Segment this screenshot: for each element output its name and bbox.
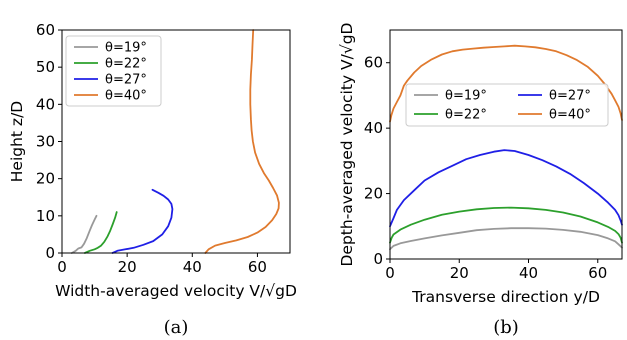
chart0-y-tick-label-2: 20 [36, 170, 55, 188]
chart0-legend-label-1: θ=22° [105, 57, 147, 72]
chart1-caption: (b) [493, 317, 519, 338]
chart0-legend-label-3: θ=40° [105, 89, 147, 104]
chart1-legend-label-3: θ=40° [549, 108, 591, 123]
chart1-legend-label-0: θ=19° [445, 89, 487, 104]
panel-a: 0 20 40 60 0 10 20 30 40 50 60 Width-averaged veloc… [8, 21, 297, 338]
chart0-y-tick-label-3: 30 [36, 133, 55, 151]
chart1-x-tick-label-1: 20 [450, 264, 469, 282]
chart0-legend: θ=19°θ=22°θ=27°θ=40° [65, 35, 162, 107]
chart0-legend-box [65, 35, 162, 107]
panel-b: 0 20 40 60 0 20 40 60 Transverse direction y/D De… [338, 22, 623, 338]
chart1-series-line-0 [389, 227, 623, 251]
chart1-x-tick-label-0: 0 [385, 264, 395, 282]
chart1-x-tick-label-3: 60 [588, 264, 607, 282]
chart1-legend: θ=19° θ=22° θ=27° θ=40° [405, 83, 609, 127]
chart0-legend-label-2: θ=27° [105, 73, 147, 88]
chart0-series-line-3 [204, 29, 280, 254]
chart0-y-tick-label-1: 10 [36, 207, 55, 225]
chart0-legend-label-0: θ=19° [105, 41, 147, 56]
chart1-legend-label-1: θ=22° [445, 108, 487, 123]
chart1-y-tick-label-1: 20 [364, 185, 383, 203]
chart1-series-line-2 [389, 149, 623, 228]
chart0-series-line-1 [83, 211, 118, 254]
chart0-x-axis-label: Width-averaged velocity V/√gD [55, 282, 297, 300]
chart0-x-tick-label-3: 60 [248, 258, 267, 276]
chart0-series-line-2 [111, 188, 174, 254]
chart1-y-tick-label-0: 0 [373, 250, 383, 268]
chart0-x-tick-label-1: 20 [118, 258, 137, 276]
chart0-caption: (a) [164, 317, 189, 338]
chart1-series-line-3 [389, 44, 623, 123]
chart0-series-line-0 [70, 214, 98, 254]
chart0-x-tick-label-0: 0 [57, 258, 67, 276]
chart1-series-line-1 [389, 206, 623, 244]
chart1-axes-frame [389, 29, 623, 260]
chart0-y-tick-label-4: 40 [36, 95, 55, 113]
chart1-y-axis-label: Depth-averaged velocity V/√gD [338, 22, 356, 266]
chart1-x-axis-label: Transverse direction y/D [411, 288, 600, 306]
chart0-x-tick-label-2: 40 [183, 258, 202, 276]
chart1-legend-label-2: θ=27° [549, 89, 591, 104]
chart1-y-tick-label-3: 60 [364, 54, 383, 72]
chart1-legend-box [405, 83, 609, 127]
chart0-y-axis-label: Height z/D [8, 101, 26, 183]
chart1-y-tick-label-2: 40 [364, 119, 383, 137]
chart1-x-tick-label-2: 40 [519, 264, 538, 282]
chart0-y-tick-label-5: 50 [36, 58, 55, 76]
chart0-y-tick-label-6: 60 [36, 21, 55, 39]
chart0-y-tick-label-0: 0 [45, 244, 55, 262]
